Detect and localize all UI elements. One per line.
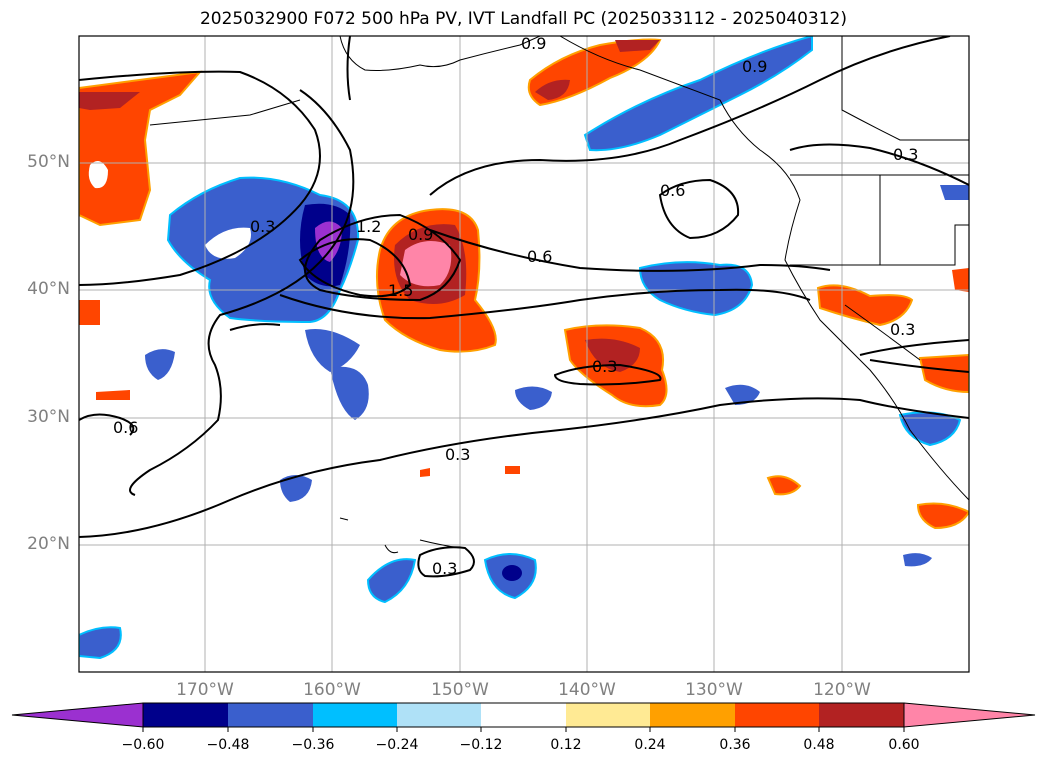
- lat-label: 50°N: [27, 152, 70, 172]
- contour-label: 0.6: [527, 247, 552, 266]
- colorbar-tick-label: −0.12: [459, 737, 503, 753]
- contour-label: 0.3: [893, 145, 918, 164]
- colorbar: [11, 702, 1036, 732]
- contour-label: 0.9: [408, 225, 433, 244]
- contour-label: 0.3: [250, 217, 275, 236]
- colorbar-tick-label: 0.12: [550, 737, 582, 753]
- lat-label: 20°N: [27, 534, 70, 554]
- lat-label: 30°N: [27, 407, 70, 427]
- neg-region-east: [638, 261, 754, 317]
- shaded-fields: [79, 36, 969, 660]
- colorbar-tick-label: −0.60: [121, 737, 165, 753]
- lat-label: 40°N: [27, 279, 70, 299]
- colorbar-bin: [735, 703, 819, 727]
- map-title: 2025032900 F072 500 hPa PV, IVT Landfall…: [199, 9, 847, 29]
- colorbar-bin: [481, 703, 566, 727]
- contour-label: 0.3: [890, 320, 915, 339]
- colorbar-left-extension: [11, 702, 144, 728]
- contour-label: 1.2: [356, 217, 381, 236]
- gridlines: [79, 36, 969, 672]
- colorbar-bin: [566, 703, 650, 727]
- contour-label: 0.3: [445, 445, 470, 464]
- lon-label: 120°W: [813, 680, 871, 700]
- pos-region-west: [79, 70, 203, 227]
- plot-frame: [78, 35, 970, 673]
- colorbar-tick-label: 0.36: [719, 737, 751, 753]
- lon-label: 170°W: [176, 680, 234, 700]
- contour-label: 0.9: [742, 57, 767, 76]
- colorbar-tick-label: 0.48: [803, 737, 835, 753]
- contour-label-group: 0.9 0.9 0.3 0.3 1.2 0.9 1.5 0.6 0.6 0.3 …: [113, 34, 918, 578]
- contour-label: 0.3: [592, 357, 617, 376]
- lon-label: 130°W: [685, 680, 743, 700]
- coastlines: [149, 36, 969, 554]
- colorbar-bin: [313, 703, 397, 727]
- contour-label: 0.6: [113, 418, 138, 437]
- lon-label: 140°W: [558, 680, 616, 700]
- colorbar-tick-label: −0.24: [375, 737, 419, 753]
- colorbar-bin: [650, 703, 735, 727]
- colorbar-bin: [228, 703, 313, 727]
- lon-label: 150°W: [431, 680, 489, 700]
- colorbar-bin: [397, 703, 481, 727]
- contour-label: 0.9: [521, 34, 546, 53]
- contour-label: 0.6: [660, 181, 685, 200]
- contours: [79, 36, 969, 578]
- colorbar-tick-label: 0.24: [634, 737, 666, 753]
- colorbar-tick-label: −0.48: [206, 737, 250, 753]
- contour-label: 1.5: [388, 281, 413, 300]
- colorbar-bin: [819, 703, 904, 727]
- colorbar-right-extension: [903, 702, 1036, 728]
- contour-label: 0.3: [432, 559, 457, 578]
- colorbar-tick-label: 0.60: [888, 737, 920, 753]
- colorbar-tick-label: −0.36: [291, 737, 335, 753]
- lon-label: 160°W: [303, 680, 361, 700]
- neg-band-north: [583, 36, 813, 152]
- colorbar-bin: [143, 703, 228, 727]
